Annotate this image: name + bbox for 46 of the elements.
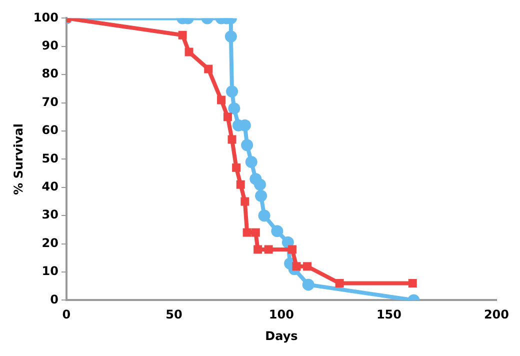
y-tick-label: 30	[42, 208, 58, 222]
point	[178, 30, 187, 40]
point	[240, 197, 250, 206]
x-axis-title: Days	[265, 328, 298, 343]
point	[408, 279, 417, 288]
point	[335, 279, 344, 288]
point	[255, 190, 268, 202]
point	[223, 112, 232, 122]
point	[236, 180, 245, 189]
point	[204, 64, 213, 74]
y-tick-label: 100	[33, 10, 58, 24]
point	[258, 210, 270, 222]
y-tick-label: 10	[42, 264, 58, 278]
x-tick-label: 0	[62, 308, 71, 322]
y-tick-label: 40	[42, 180, 58, 194]
point	[241, 139, 254, 152]
y-tick-label: 90	[42, 38, 58, 53]
point	[271, 225, 284, 238]
point	[251, 228, 260, 237]
y-axis-title: % Survival	[11, 124, 26, 195]
point	[292, 262, 301, 271]
y-tick-label: 70	[42, 94, 58, 109]
point	[254, 178, 266, 191]
x-tick-label: 100	[268, 308, 294, 322]
x-tick-label: 150	[376, 308, 402, 322]
point	[303, 262, 312, 271]
point	[228, 135, 236, 144]
point	[245, 156, 258, 168]
y-tick-label: 0	[50, 292, 58, 306]
y-tick-label: 20	[42, 236, 58, 250]
point	[228, 102, 240, 114]
point	[217, 96, 226, 104]
point	[232, 163, 241, 172]
x-tick-label: 50	[166, 308, 182, 322]
y-tick-label: 60	[42, 123, 58, 138]
y-tick-label: 80	[42, 66, 58, 81]
point	[264, 245, 273, 254]
point	[226, 86, 238, 98]
point	[242, 228, 252, 237]
y-tick-label: 50	[42, 151, 58, 166]
point	[302, 278, 314, 291]
x-tick-label: 200	[484, 308, 510, 322]
point	[288, 245, 296, 254]
point	[184, 48, 194, 56]
point	[224, 30, 237, 43]
point	[254, 245, 262, 254]
